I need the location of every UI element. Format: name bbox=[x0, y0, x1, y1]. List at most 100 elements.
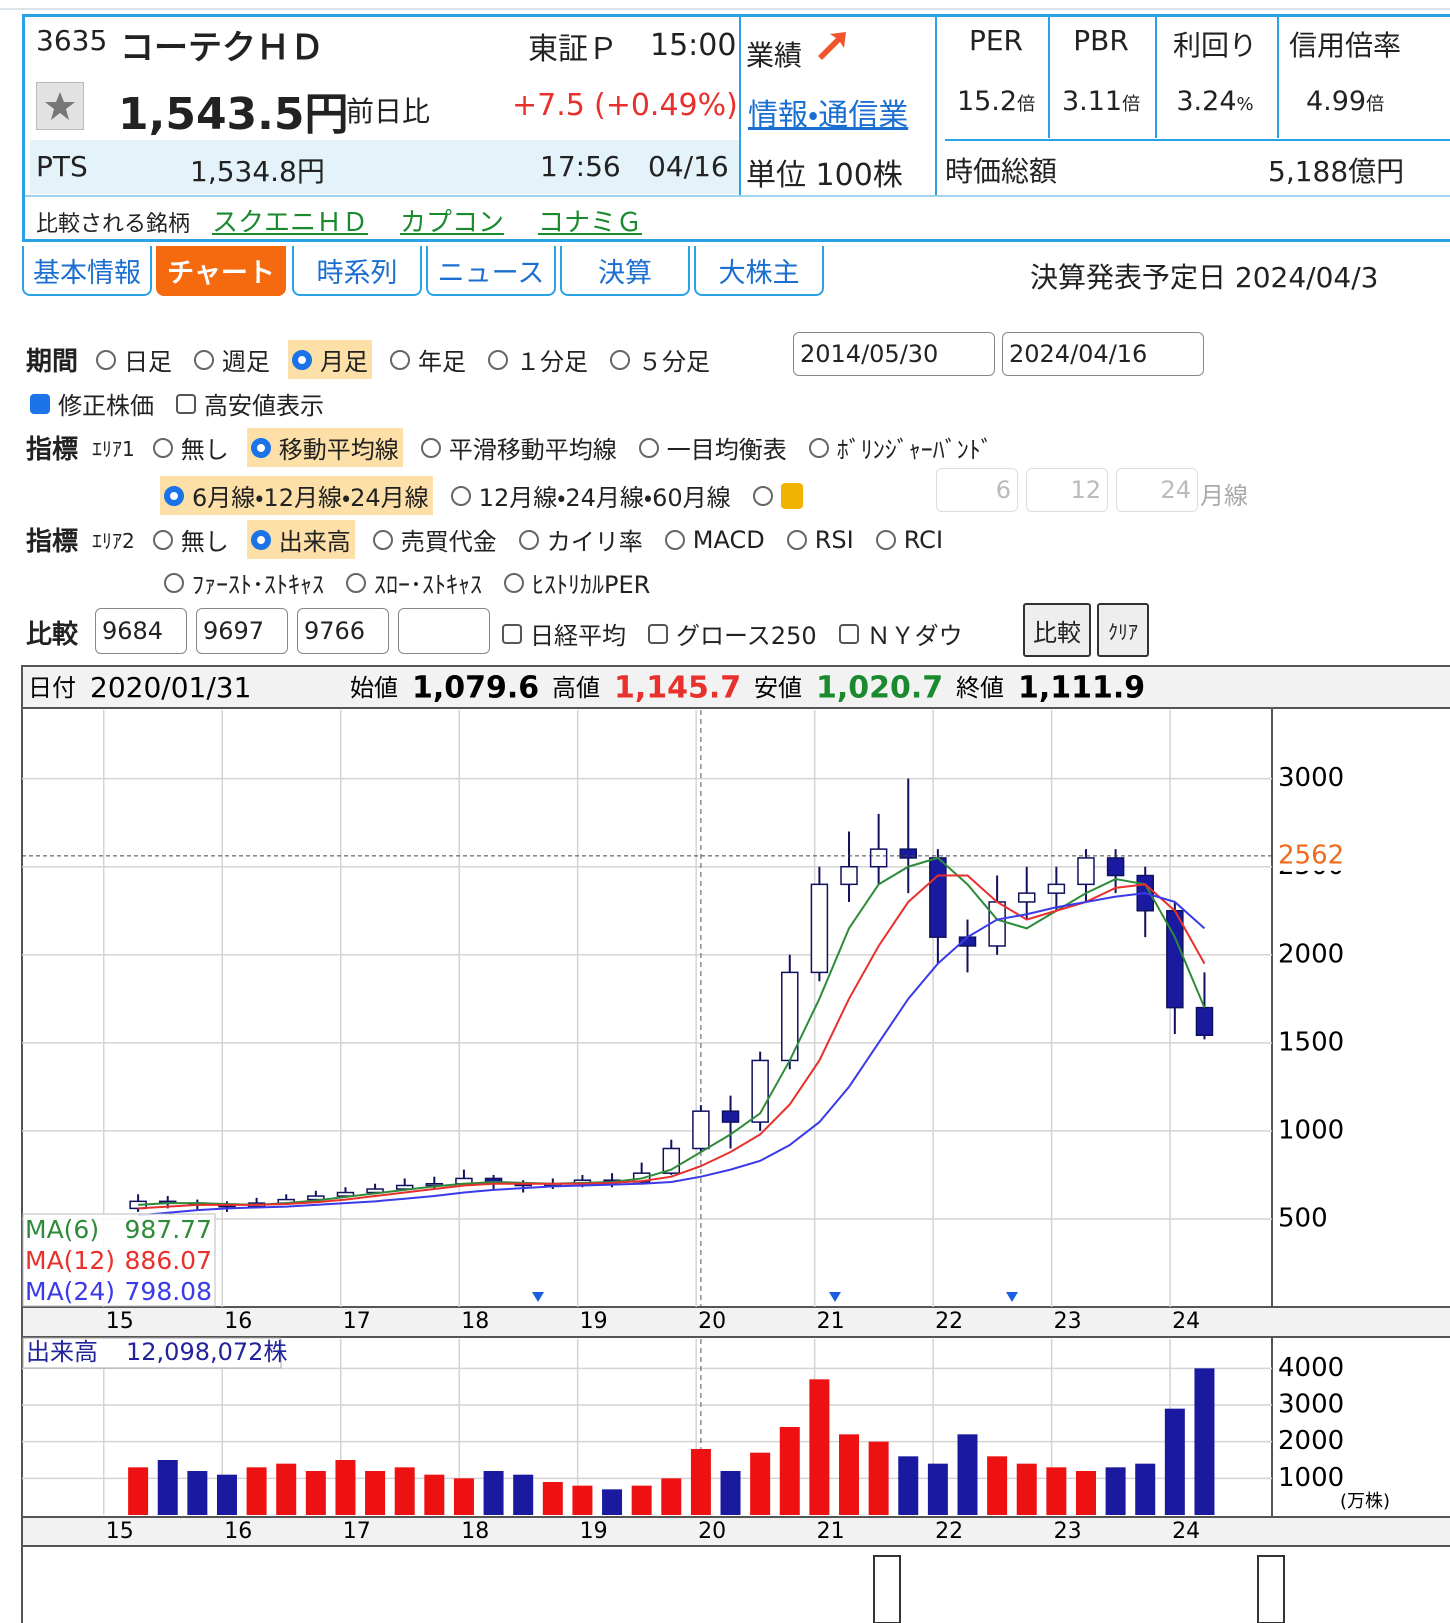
radio[interactable] bbox=[164, 485, 184, 506]
checkbox-option[interactable]: 日経平均 bbox=[498, 614, 630, 653]
grid bbox=[22, 710, 1272, 1307]
button[interactable]: 比較 bbox=[1023, 603, 1091, 657]
checkbox[interactable] bbox=[648, 623, 668, 644]
radio-option[interactable]: 年足 bbox=[386, 340, 470, 379]
volume-bar bbox=[157, 1460, 178, 1515]
favorite-button[interactable] bbox=[36, 82, 84, 130]
radio-option[interactable]: ５分足 bbox=[606, 340, 714, 379]
radio-option[interactable] bbox=[749, 481, 807, 511]
legend-name: MA(6) bbox=[25, 1215, 99, 1244]
date-input[interactable]: 2014/05/30 bbox=[793, 332, 995, 376]
radio[interactable] bbox=[420, 437, 441, 458]
tab[interactable]: 大株主 bbox=[694, 246, 824, 296]
radio-option[interactable]: RSI bbox=[783, 524, 858, 556]
compare-input[interactable]: 9684 bbox=[95, 608, 187, 654]
sector-link[interactable]: 情報・通信業 bbox=[748, 98, 909, 133]
checkbox-option[interactable]: 高安値表示 bbox=[172, 384, 328, 423]
radio[interactable] bbox=[152, 437, 173, 458]
tab[interactable]: ニュース bbox=[426, 246, 556, 296]
radio[interactable] bbox=[518, 529, 539, 550]
radio[interactable] bbox=[752, 485, 773, 506]
radio-option[interactable]: ﾌｧｰｽﾄ･ｽﾄｷｬｽ bbox=[160, 563, 328, 602]
radio-option[interactable]: 出来高 bbox=[246, 520, 355, 559]
radio[interactable] bbox=[152, 529, 173, 550]
ma-input[interactable]: 6 bbox=[936, 468, 1018, 512]
checkbox-option[interactable]: 修正株価 bbox=[26, 384, 158, 423]
radio[interactable] bbox=[250, 529, 271, 550]
tab[interactable]: 決算 bbox=[560, 246, 690, 296]
volume-bar bbox=[927, 1463, 948, 1515]
radio-option[interactable]: RCI bbox=[872, 524, 947, 556]
form-row: 期間 日足 週足 月足 年足 １分足 ５分足 bbox=[26, 340, 714, 379]
ma-input[interactable]: 24 bbox=[1116, 468, 1198, 512]
checkbox[interactable] bbox=[30, 393, 50, 414]
checkbox-option[interactable]: グロース250 bbox=[644, 614, 821, 653]
y-tick-label: 2000 bbox=[1278, 939, 1344, 969]
ma-input[interactable]: 12 bbox=[1026, 468, 1108, 512]
radio-option[interactable]: 日足 bbox=[92, 340, 176, 379]
volume-bar bbox=[513, 1474, 534, 1515]
radio[interactable] bbox=[504, 572, 524, 593]
radio[interactable] bbox=[488, 349, 509, 370]
volume-title: 出来高 bbox=[26, 1338, 98, 1366]
radio-option[interactable]: カイリ率 bbox=[515, 520, 647, 559]
radio-option[interactable]: 平滑移動平均線 bbox=[417, 428, 621, 467]
volume-bar bbox=[987, 1456, 1008, 1515]
radio-option[interactable]: 12月線・24月線・60月線 bbox=[447, 476, 735, 515]
scroll-handle[interactable] bbox=[1257, 1555, 1285, 1623]
radio[interactable] bbox=[638, 437, 659, 458]
button[interactable]: ｸﾘｱ bbox=[1097, 603, 1149, 657]
compare-input[interactable]: 9697 bbox=[196, 608, 288, 654]
date-input[interactable]: 2024/04/16 bbox=[1002, 332, 1204, 376]
checkbox-option[interactable]: ＮＹダウ bbox=[835, 614, 967, 653]
radio-option[interactable]: ﾎﾞﾘﾝｼﾞｬｰﾊﾞﾝﾄﾞ bbox=[805, 428, 997, 467]
metric-number: 3.24 bbox=[1176, 86, 1237, 117]
radio-option[interactable]: ﾋｽﾄﾘｶﾙPER bbox=[500, 563, 654, 602]
radio-option[interactable]: 一目均衡表 bbox=[635, 428, 791, 467]
tab[interactable]: 基本情報 bbox=[22, 246, 152, 296]
radio[interactable] bbox=[372, 529, 393, 550]
radio[interactable] bbox=[390, 349, 411, 370]
radio[interactable] bbox=[664, 529, 685, 550]
radio[interactable] bbox=[346, 572, 366, 593]
compare-link[interactable]: スクエニＨＤ bbox=[212, 208, 369, 238]
radio-option[interactable]: 売買代金 bbox=[369, 520, 501, 559]
radio-option[interactable]: 無し bbox=[149, 520, 233, 559]
radio[interactable] bbox=[875, 529, 896, 550]
checkbox[interactable] bbox=[502, 623, 522, 644]
tab[interactable]: 時系列 bbox=[292, 246, 422, 296]
divider bbox=[945, 139, 1450, 141]
info-value: 1,111.9 bbox=[1018, 671, 1145, 706]
checkbox[interactable] bbox=[176, 393, 196, 414]
compare-link[interactable]: カプコン bbox=[400, 208, 505, 238]
radio[interactable] bbox=[96, 349, 117, 370]
radio-label: 移動平均線 bbox=[278, 436, 399, 464]
compare-input[interactable] bbox=[398, 608, 490, 654]
earnings-date: 決算発表予定日 2024/04/3 bbox=[1030, 261, 1379, 294]
checkbox[interactable] bbox=[838, 623, 859, 644]
radio-option[interactable]: 週足 bbox=[190, 340, 274, 379]
form-row: 日経平均 グロース250 ＮＹダウ bbox=[498, 614, 967, 653]
compare-link[interactable]: コナミＧ bbox=[538, 208, 643, 238]
tab[interactable]: チャート bbox=[156, 246, 286, 296]
radio-option[interactable]: 6月線・12月線・24月線 bbox=[160, 476, 433, 515]
radio[interactable] bbox=[786, 529, 807, 550]
results-link[interactable]: 業績 bbox=[746, 39, 803, 72]
radio[interactable] bbox=[194, 349, 215, 370]
radio-option[interactable]: 月足 bbox=[288, 340, 373, 379]
radio-option[interactable]: １分足 bbox=[484, 340, 592, 379]
radio-option[interactable]: 移動平均線 bbox=[246, 428, 403, 467]
volume-bar bbox=[839, 1434, 860, 1515]
radio-option[interactable]: MACD bbox=[661, 524, 769, 556]
radio[interactable] bbox=[292, 349, 313, 370]
compare-input[interactable]: 9766 bbox=[297, 608, 389, 654]
price: 1,543.5円 bbox=[118, 89, 349, 140]
radio[interactable] bbox=[450, 485, 471, 506]
radio[interactable] bbox=[250, 437, 271, 458]
radio[interactable] bbox=[808, 437, 829, 458]
radio[interactable] bbox=[610, 349, 631, 370]
radio-option[interactable]: ｽﾛｰ･ｽﾄｷｬｽ bbox=[342, 563, 486, 602]
radio-option[interactable]: 無し bbox=[149, 428, 233, 467]
radio[interactable] bbox=[164, 572, 184, 593]
scroll-handle[interactable] bbox=[873, 1555, 901, 1623]
